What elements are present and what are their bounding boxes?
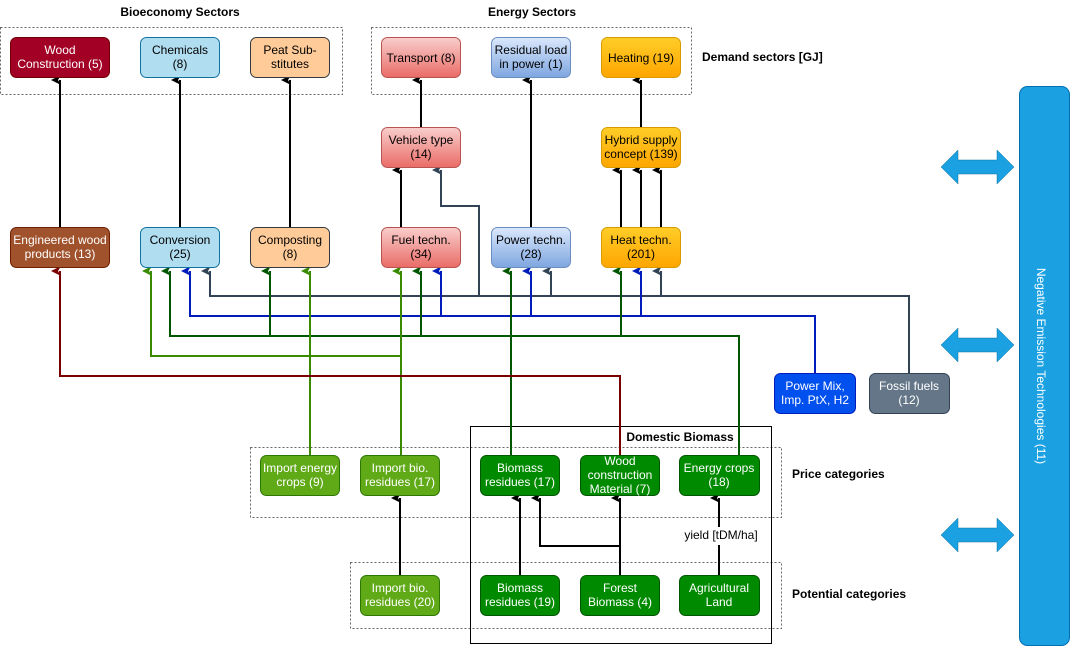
heading-energy: Energy Sectors: [488, 5, 576, 19]
demand-sectors-label: Demand sectors [GJ]: [702, 50, 823, 64]
energycrops-to-conversion: [161, 266, 740, 455]
node-wood-construction-material[interactable]: Wood construction Material (7): [580, 454, 660, 496]
wood-material-to-engineered: [51, 266, 621, 455]
svg-text:Chemicals(8): Chemicals (8): [152, 43, 208, 71]
yield-label: yield [tDM/ha]: [684, 528, 757, 542]
import-residues-to-conversion: [142, 266, 401, 357]
node-biomass-residues-potential[interactable]: Biomass residues (19): [480, 575, 560, 616]
fossil-to-vehicle: [432, 165, 480, 296]
price-categories-label: Price categories: [792, 467, 885, 481]
bioeconomy-demand-group: [0, 27, 343, 95]
node-engineered-wood[interactable]: Engineered wood products (13): [10, 227, 110, 268]
node-conversion[interactable]: Conversion (25): [140, 227, 220, 268]
double-arrow-icon: [940, 327, 1015, 363]
svg-text:Heating (19): Heating (19): [608, 51, 674, 65]
node-hybrid-supply[interactable]: Hybrid supply concept (139): [601, 127, 681, 168]
svg-text:Energy crops(18): Energy crops (18): [684, 461, 755, 489]
price-categories-group: [250, 447, 782, 518]
node-composting[interactable]: Composting (8): [250, 227, 330, 268]
node-fuel-techn[interactable]: Fuel techn. (34): [381, 227, 461, 268]
node-vehicle-type[interactable]: Vehicle type (14): [381, 127, 461, 168]
arrow-forest-to-biomass-residues: [531, 493, 620, 547]
connectors: [51, 75, 910, 575]
node-wood-construction[interactable]: Wood Construction (5): [10, 37, 110, 78]
fossil-to-conversion: [201, 266, 910, 373]
svg-text:Negative Emission Technologies: Negative Emission Technologies (11): [1034, 268, 1048, 464]
node-energy-crops[interactable]: Energy crops (18): [679, 455, 760, 496]
node-heat-techn[interactable]: Heat techn. (201): [601, 227, 681, 268]
svg-text:Import bio.residues (20): Import bio. residues (20): [365, 581, 435, 609]
svg-text:Vehicle type(14): Vehicle type (14): [389, 133, 454, 161]
svg-text:Peat Sub-stitutes: Peat Sub-stitutes: [263, 43, 316, 71]
node-heating[interactable]: Heating (19): [601, 37, 681, 78]
svg-text:Power techn.(28): Power techn. (28): [496, 233, 566, 261]
svg-text:Import bio.residues (17): Import bio. residues (17): [365, 461, 435, 489]
node-residual-load[interactable]: Residual load in power (1): [491, 37, 571, 78]
node-import-bio-residues-price[interactable]: Import bio. residues (17): [360, 455, 440, 496]
svg-text:Composting(8): Composting (8): [258, 233, 322, 261]
node-import-bio-residues-potential[interactable]: Import bio. residues (20): [360, 575, 440, 616]
double-arrow-icon: [940, 149, 1015, 185]
powermix-to-conversion: [181, 266, 816, 373]
node-biomass-residues-price[interactable]: Biomass residues (17): [480, 455, 560, 496]
heading-bioeconomy: Bioeconomy Sectors: [120, 5, 240, 19]
potential-categories-group: [350, 562, 782, 629]
potential-categories-label: Potential categories: [792, 587, 906, 601]
node-power-mix[interactable]: Power Mix, Imp. PtX, H2: [774, 373, 856, 414]
domestic-biomass-label: Domestic Biomass: [626, 430, 734, 444]
node-forest-biomass[interactable]: Forest Biomass (4): [580, 575, 660, 616]
negative-emission-technologies-bar[interactable]: Negative Emission Technologies (11): [1019, 86, 1070, 646]
node-chemicals[interactable]: Chemicals (8): [140, 37, 220, 78]
svg-text:Power Mix,Imp. PtX, H2: Power Mix, Imp. PtX, H2: [781, 379, 849, 407]
energy-demand-group: [371, 27, 692, 95]
node-peat-substitutes[interactable]: Peat Sub-stitutes: [250, 37, 330, 78]
svg-text:Fossil fuels(12): Fossil fuels (12): [879, 379, 939, 407]
node-transport[interactable]: Transport (8): [381, 37, 461, 78]
svg-text:Conversion(25): Conversion (25): [150, 233, 211, 261]
node-agricultural-land[interactable]: Agricultural Land: [679, 575, 760, 616]
node-power-techn[interactable]: Power techn. (28): [491, 227, 571, 268]
svg-text:Transport (8): Transport (8): [387, 51, 456, 65]
node-import-energy-crops[interactable]: Import energy crops (9): [260, 455, 340, 496]
double-arrow-icon: [940, 517, 1015, 553]
svg-text:Heat techn.(201): Heat techn. (201): [610, 233, 671, 261]
node-fossil-fuels[interactable]: Fossil fuels (12): [869, 373, 950, 414]
svg-text:Fuel techn.(34): Fuel techn. (34): [391, 233, 450, 261]
